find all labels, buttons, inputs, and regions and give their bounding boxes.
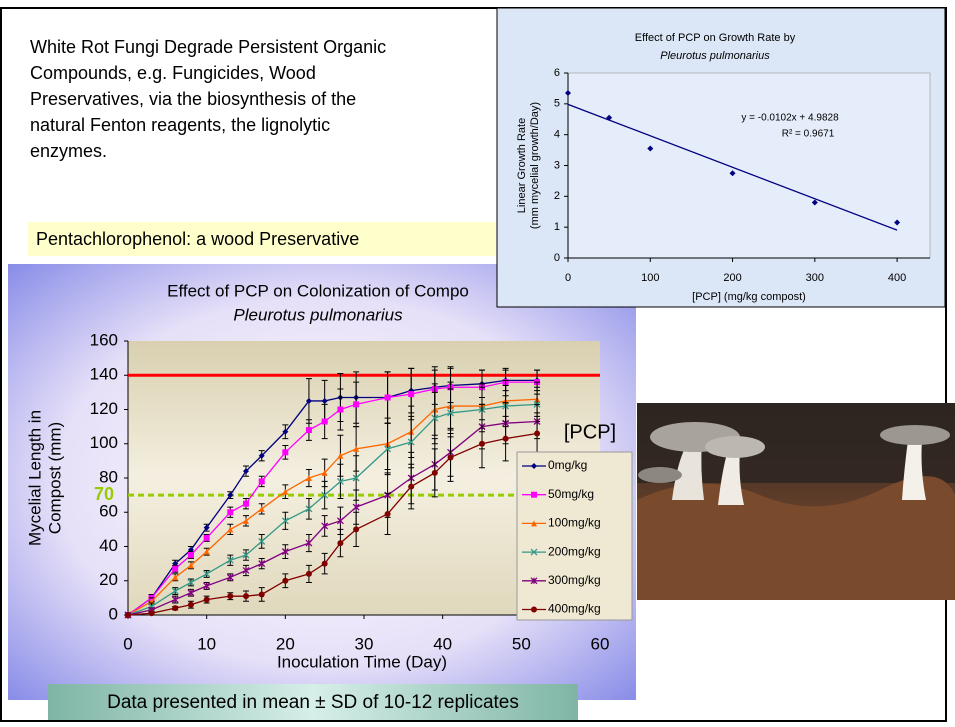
y-tick-label: 2 — [554, 190, 560, 202]
y-axis-label: Compost (mm) — [45, 422, 64, 534]
marker — [172, 605, 178, 611]
legend-label: 200mg/kg — [548, 544, 601, 558]
y-tick-label: 40 — [99, 536, 118, 555]
trendline-equation: y = -0.0102x + 4.9828 — [741, 113, 839, 124]
x-tick-label: 30 — [355, 634, 374, 653]
marker — [503, 436, 509, 442]
y-tick-label: 5 — [554, 98, 560, 110]
x-tick-label: 50 — [512, 634, 531, 653]
legend-label: 300mg/kg — [548, 573, 601, 587]
y-tick-label: 3 — [554, 159, 560, 171]
marker — [282, 578, 288, 584]
chart-title: Effect of PCP on Colonization of Compo — [167, 281, 469, 300]
marker — [243, 593, 249, 599]
marker — [448, 454, 454, 460]
y-axis-label: (mm mycelial growth/Day) — [529, 102, 541, 229]
marker — [432, 470, 438, 476]
x-tick-label: 300 — [806, 272, 824, 284]
marker — [385, 511, 391, 517]
marker — [408, 391, 414, 397]
x-tick-label: 200 — [723, 272, 741, 284]
marker — [204, 535, 210, 541]
marker — [149, 610, 155, 616]
page: White Rot Fungi Degrade Persistent Organ… — [0, 0, 955, 722]
colonization-chart: Effect of PCP on Colonization of Compo Pl… — [8, 264, 636, 700]
marker — [282, 449, 288, 455]
cap — [705, 436, 765, 458]
y-tick-label: 0 — [109, 604, 118, 623]
y-tick-label: 0 — [554, 252, 560, 264]
marker — [188, 552, 194, 558]
x-tick-label: 100 — [641, 272, 659, 284]
photo — [637, 403, 955, 600]
cap — [880, 425, 950, 445]
marker — [353, 401, 359, 407]
cap — [638, 467, 682, 483]
callout: Pentachlorophenol: a wood Preservative — [36, 229, 359, 249]
y-tick-label: 100 — [90, 433, 118, 452]
marker — [337, 407, 343, 413]
chart-subtitle: Pleurotus pulmonarius — [233, 305, 403, 324]
y-tick-label: 1 — [554, 221, 560, 233]
plot-area — [568, 73, 930, 258]
y-tick-label: 4 — [554, 129, 560, 141]
x-tick-label: 60 — [591, 634, 610, 653]
x-tick-label: 0 — [123, 634, 132, 653]
reference-label: 70 — [94, 484, 114, 504]
marker — [322, 418, 328, 424]
marker — [322, 561, 328, 567]
marker — [204, 597, 210, 603]
marker — [385, 395, 391, 401]
marker — [531, 492, 537, 498]
x-axis-label: Inoculation Time (Day) — [277, 652, 447, 671]
y-tick-label: 6 — [554, 67, 560, 79]
marker — [353, 526, 359, 532]
r-squared: R² = 0.9671 — [782, 129, 835, 140]
marker — [479, 441, 485, 447]
paragraph-line: White Rot Fungi Degrade Persistent Organ… — [30, 37, 386, 57]
marker — [125, 612, 131, 618]
paragraph-line: natural Fenton reagents, the lignolytic — [30, 115, 330, 135]
x-tick-label: 0 — [565, 272, 571, 284]
y-tick-label: 140 — [90, 365, 118, 384]
marker — [337, 540, 343, 546]
y-tick-label: 160 — [90, 330, 118, 349]
y-tick-label: 120 — [90, 399, 118, 418]
marker — [243, 501, 249, 507]
marker — [306, 571, 312, 577]
chart-title: Effect of PCP on Growth Rate by — [635, 32, 796, 44]
slide: White Rot Fungi Degrade Persistent Organ… — [0, 0, 955, 722]
paragraph-line: enzymes. — [30, 141, 107, 161]
marker — [259, 478, 265, 484]
growth-rate-chart: Effect of PCP on Growth Rate by Pleurotus… — [497, 8, 945, 307]
marker — [188, 602, 194, 608]
x-tick-label: 10 — [197, 634, 216, 653]
y-axis-label: Linear Growth Rate — [516, 118, 528, 213]
chart-subtitle: Pleurotus pulmonarius — [660, 50, 770, 62]
x-axis-label: [PCP] (mg/kg compost) — [692, 291, 806, 303]
legend-box — [517, 452, 632, 620]
x-tick-label: 400 — [888, 272, 906, 284]
x-tick-label: 20 — [276, 634, 295, 653]
y-tick-label: 20 — [99, 570, 118, 589]
paragraph-line: Preservatives, via the biosynthesis of t… — [30, 89, 356, 109]
legend-label: 0mg/kg — [548, 458, 587, 472]
y-axis-label: Mycelial Length in — [25, 410, 44, 546]
marker — [534, 430, 540, 436]
paragraph-line: Compounds, e.g. Fungicides, Wood — [30, 63, 316, 83]
legend-label: 50mg/kg — [548, 487, 594, 501]
legend-label: 100mg/kg — [548, 516, 601, 530]
x-tick-label: 40 — [433, 634, 452, 653]
legend-label: 400mg/kg — [548, 602, 601, 616]
marker — [306, 427, 312, 433]
y-tick-label: 60 — [99, 502, 118, 521]
marker — [227, 509, 233, 515]
legend-title: [PCP] — [564, 421, 616, 443]
marker — [531, 607, 537, 613]
marker — [259, 591, 265, 597]
marker — [172, 566, 178, 572]
marker — [227, 593, 233, 599]
marker — [408, 484, 414, 490]
footer: Data presented in mean ± SD of 10-12 rep… — [107, 692, 519, 713]
